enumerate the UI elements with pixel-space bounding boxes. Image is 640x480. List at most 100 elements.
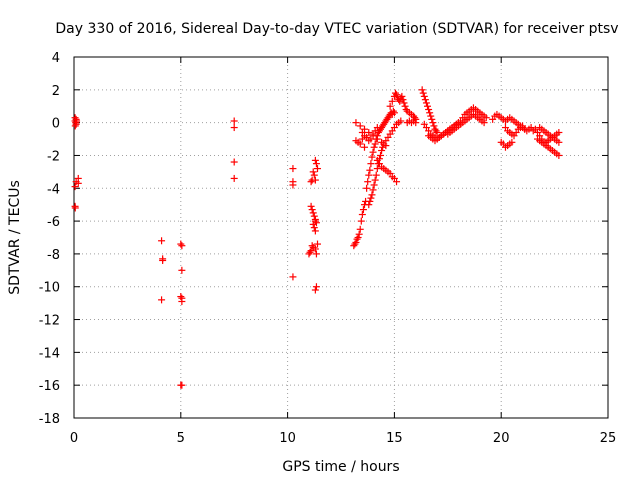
data-point [369, 148, 377, 156]
data-point [309, 209, 317, 217]
data-point [371, 176, 379, 184]
data-point [311, 215, 319, 223]
data-point [401, 102, 409, 110]
y-tick-label: -14 [39, 346, 60, 361]
data-point [366, 166, 374, 174]
data-point [480, 119, 488, 127]
y-tick-label: -6 [47, 215, 60, 230]
x-axis-label: GPS time / hours [282, 459, 399, 475]
data-point [368, 153, 376, 161]
data-point [482, 114, 490, 122]
data-point [555, 151, 563, 159]
data-point [351, 240, 359, 248]
data-point [430, 122, 438, 130]
x-tick-label: 5 [177, 431, 185, 446]
data-point [425, 106, 433, 114]
data-point [428, 115, 436, 123]
y-tick-label: -4 [47, 182, 60, 197]
data-point [367, 160, 375, 168]
data-point [308, 242, 316, 250]
y-tick-label: -16 [39, 379, 60, 394]
data-point [402, 106, 410, 114]
data-point [555, 138, 563, 146]
grid [74, 57, 608, 418]
data-point [356, 122, 364, 130]
data-point [418, 86, 426, 94]
data-point [369, 186, 377, 194]
x-tick-label: 15 [386, 431, 403, 446]
data-point [363, 184, 371, 192]
data-point [354, 234, 362, 241]
y-axis-label: SDTVAR / TECUs [7, 180, 23, 295]
data-point [311, 227, 319, 235]
data-point [289, 181, 297, 189]
y-tick-label: -18 [39, 412, 60, 427]
data-point [388, 97, 396, 105]
data-point [308, 206, 316, 214]
data-point [412, 119, 420, 127]
data-point [177, 240, 185, 248]
data-point [386, 102, 394, 110]
data-point [433, 128, 441, 136]
data-point [355, 230, 363, 238]
data-point [373, 165, 381, 173]
data-point [390, 109, 398, 117]
data-point [378, 147, 386, 155]
x-tick-label: 0 [70, 431, 78, 446]
data-point [426, 109, 434, 117]
data-point [353, 235, 361, 243]
data-point [364, 178, 372, 186]
data-point [314, 165, 322, 173]
data-point [356, 140, 364, 148]
data-point [508, 138, 516, 146]
data-point [307, 202, 315, 210]
data-points [71, 86, 563, 389]
y-tick-label: -12 [39, 314, 60, 329]
data-point [389, 107, 397, 115]
data-point [308, 176, 316, 184]
data-point [399, 96, 407, 104]
data-point [289, 165, 297, 173]
data-point [289, 273, 297, 281]
data-point [314, 240, 322, 248]
data-point [379, 143, 387, 151]
data-point [178, 297, 186, 305]
data-point [73, 117, 81, 125]
data-point [311, 156, 319, 164]
data-point [365, 128, 373, 136]
y-tick-label: -10 [39, 281, 60, 296]
data-point [360, 125, 368, 133]
data-point [357, 217, 365, 225]
data-point [371, 140, 379, 148]
data-point [309, 168, 317, 176]
data-point [365, 171, 373, 179]
data-point [555, 128, 563, 136]
data-point [422, 99, 430, 107]
data-point [178, 242, 186, 250]
data-point [400, 99, 408, 107]
data-point [310, 171, 318, 179]
data-point [377, 151, 385, 159]
data-point [372, 171, 380, 179]
data-point [398, 92, 406, 100]
data-point [419, 89, 427, 97]
data-point [397, 117, 405, 125]
data-point [309, 220, 317, 228]
data-point [373, 124, 381, 132]
data-point [391, 89, 399, 97]
y-tick-label: -8 [47, 248, 60, 263]
x-tick-label: 20 [493, 431, 510, 446]
data-point [427, 112, 435, 120]
data-point [352, 238, 360, 246]
data-point [307, 178, 315, 186]
data-point [393, 178, 401, 186]
data-point [396, 97, 404, 105]
data-point [366, 197, 374, 205]
data-point [382, 142, 390, 150]
data-point [368, 191, 376, 199]
data-point [230, 158, 238, 166]
data-point [373, 135, 381, 143]
data-point [312, 250, 320, 258]
data-point [158, 296, 166, 304]
data-point [310, 224, 318, 232]
